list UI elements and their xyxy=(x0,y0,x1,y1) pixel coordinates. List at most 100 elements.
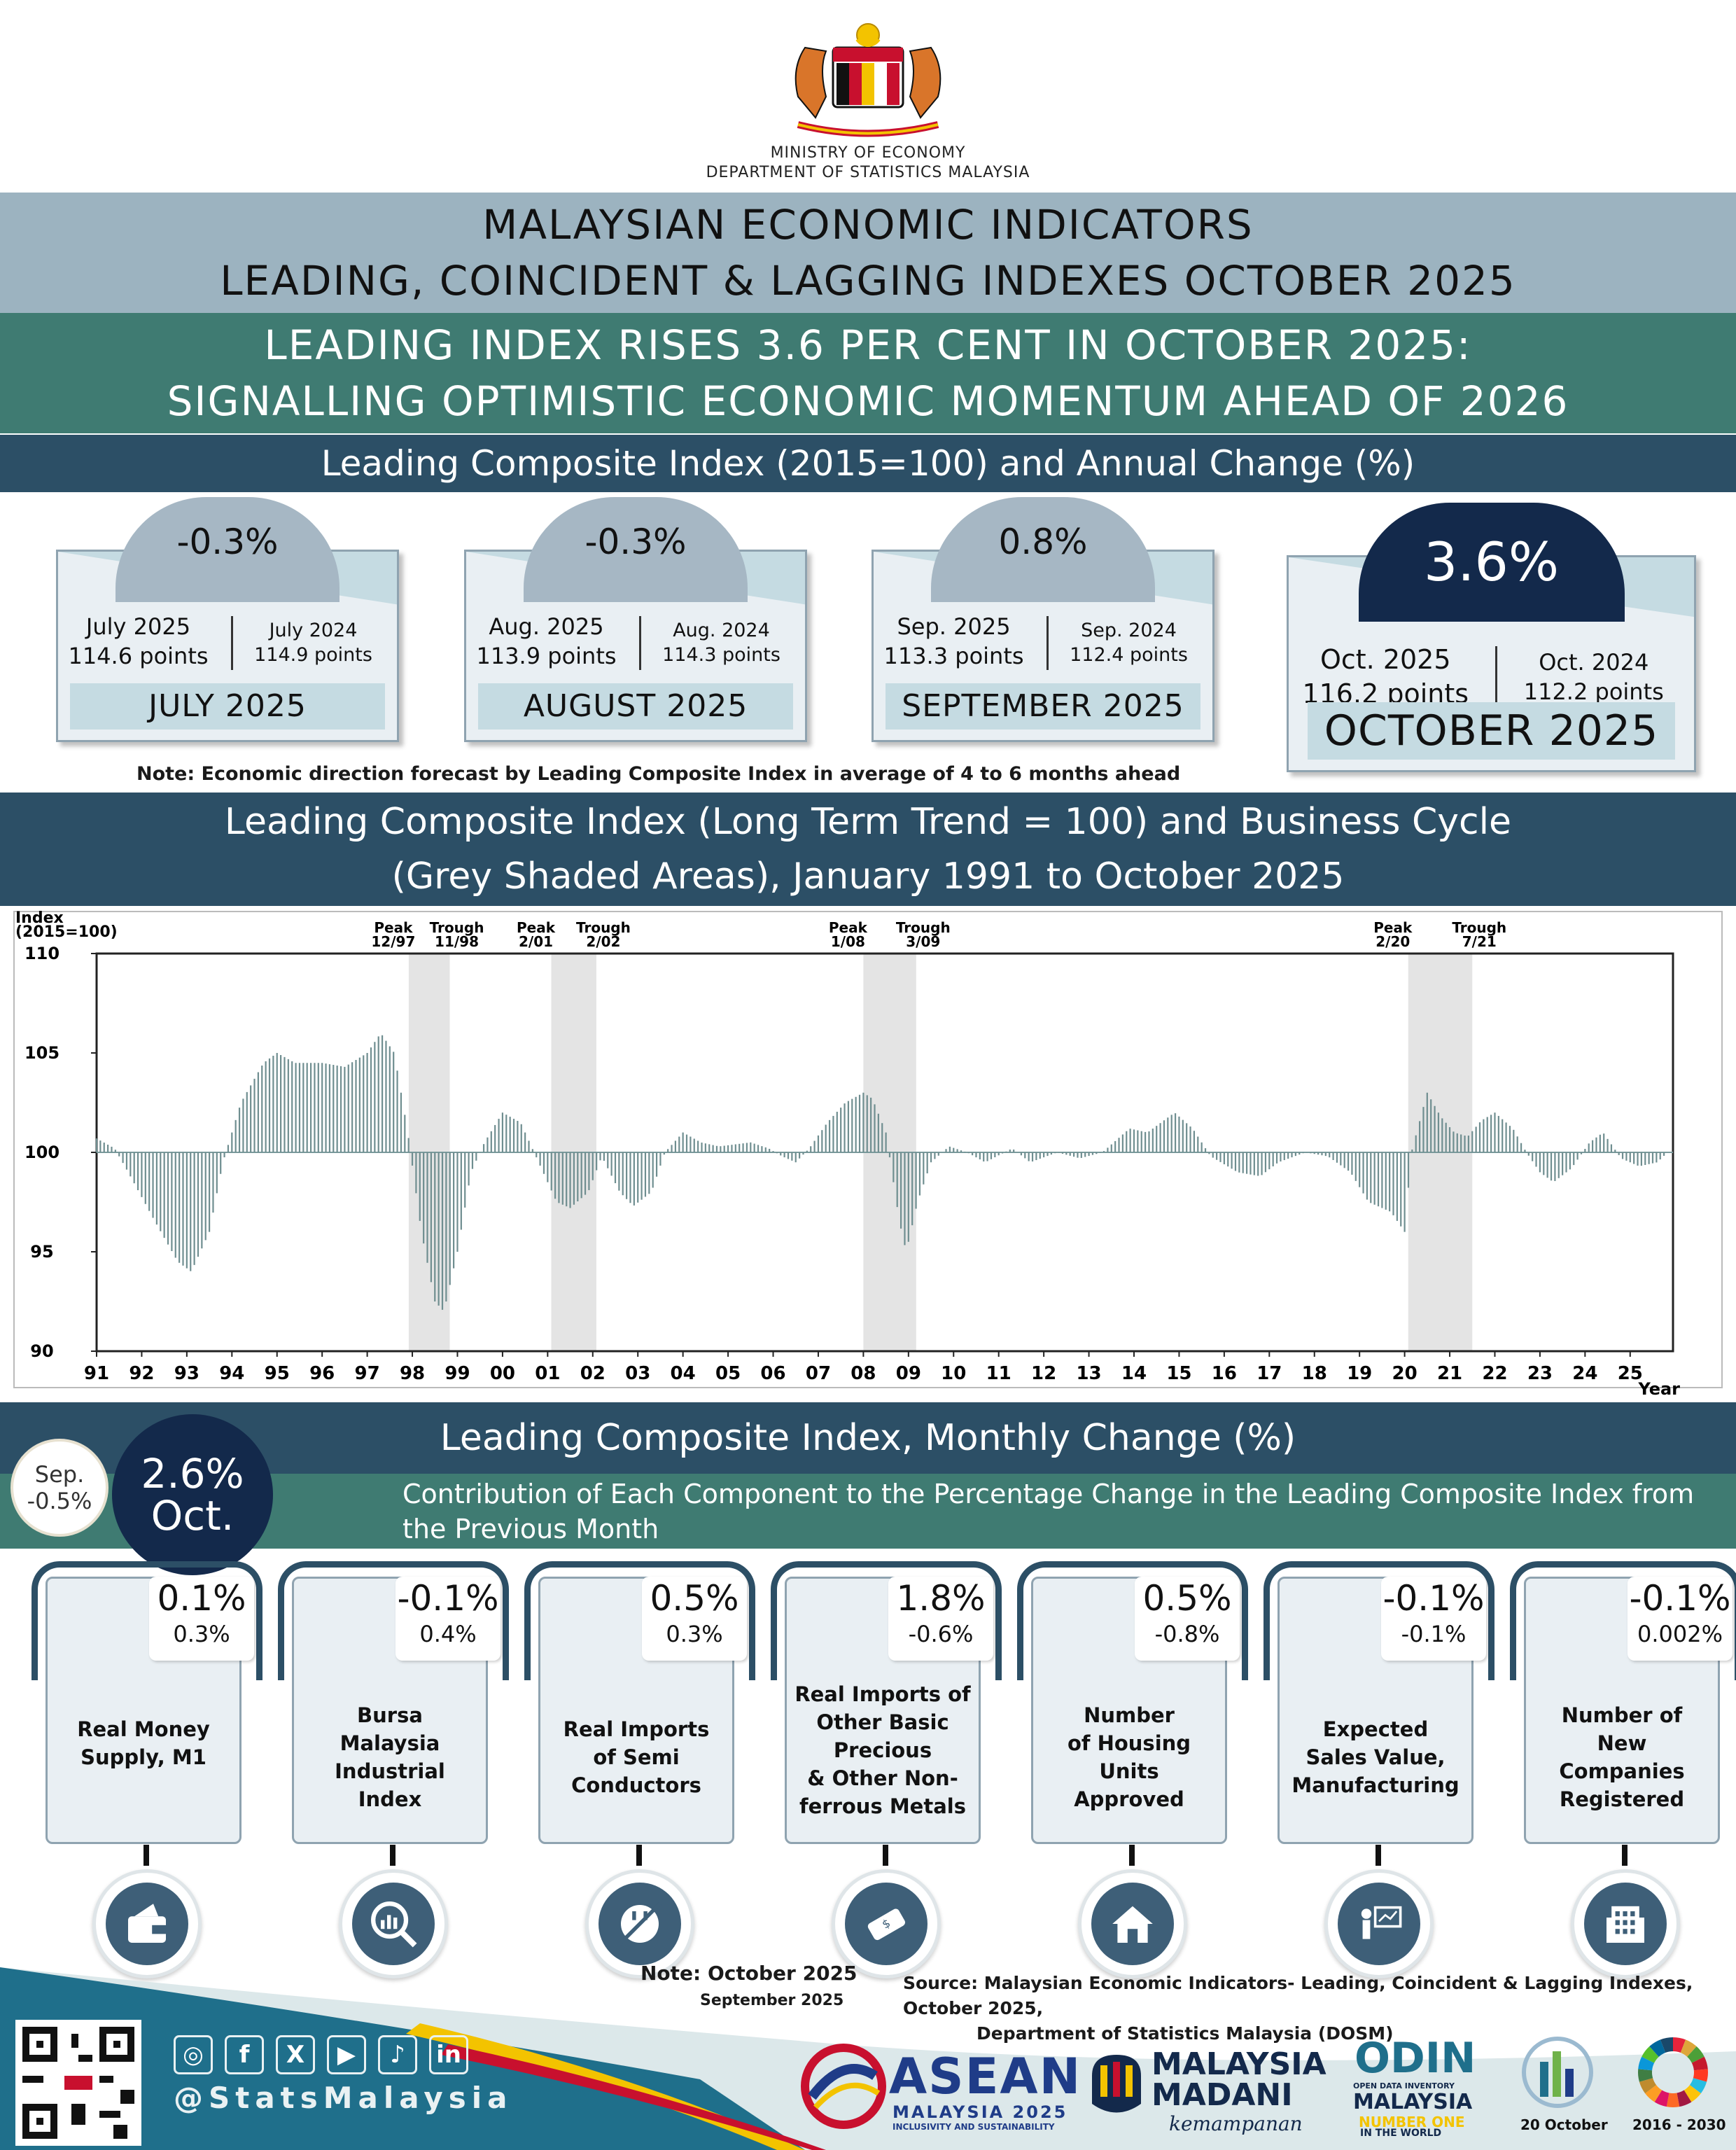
trough-date: 2/02 xyxy=(586,933,620,950)
october-contribution: -0.1% xyxy=(1382,1578,1485,1619)
instagram-icon[interactable]: ◎ xyxy=(174,2035,213,2074)
previous-year-label: July 2024 xyxy=(269,620,358,641)
sdg-years: 2016 - 2030 xyxy=(1632,2116,1726,2133)
component-frame xyxy=(771,1561,1002,1680)
peak-date: 12/97 xyxy=(371,933,415,950)
component-panel xyxy=(785,1577,981,1844)
x-tick-label: 02 xyxy=(580,1363,606,1384)
component-change-tag: -0.1% 0.4% xyxy=(396,1577,500,1661)
house-icon xyxy=(1112,1906,1153,1943)
component-name-line: Expected xyxy=(1322,1717,1429,1741)
card-month-label: JULY 2025 xyxy=(70,683,385,730)
component-name-line: Approved xyxy=(1074,1787,1184,1811)
component-change-tag: -0.1% 0.002% xyxy=(1628,1577,1732,1661)
component-frame xyxy=(1017,1561,1248,1680)
asean-wordmark: ASEAN xyxy=(889,2048,1082,2105)
x-tick-label: 22 xyxy=(1482,1363,1507,1384)
x-tick-label: 94 xyxy=(219,1363,244,1384)
title-line-1: MALAYSIAN ECONOMIC INDICATORS xyxy=(482,201,1254,249)
component-name-line: Malaysia xyxy=(340,1731,440,1755)
x-tick-label: 05 xyxy=(715,1363,741,1384)
component-name: Number of New Companies Registered xyxy=(1524,1701,1720,1813)
sdg-wheel-icon xyxy=(1638,2037,1708,2107)
odin-rank: NUMBER ONE xyxy=(1359,2114,1465,2130)
linkedin-icon[interactable]: in xyxy=(429,2035,468,2074)
connector-stem xyxy=(1129,1845,1135,1866)
asean-logo: ASEAN MALAYSIA 2025 INCLUSIVITY AND SUST… xyxy=(798,2034,1080,2139)
october-contribution: 0.1% xyxy=(157,1578,246,1619)
tiktok-icon[interactable]: ♪ xyxy=(378,2035,417,2074)
component-name-line: Number xyxy=(1084,1703,1175,1727)
trough-label: Trough xyxy=(576,919,631,936)
component-name-line: of Housing xyxy=(1067,1731,1191,1755)
component-name-line: ferrous Metals xyxy=(799,1794,966,1818)
component-name-line: Number of xyxy=(1561,1703,1683,1727)
madani-line-2: MADANI xyxy=(1152,2077,1293,2113)
previous-year-value: Aug. 2024 114.3 points xyxy=(643,618,800,667)
youtube-icon[interactable]: ▶ xyxy=(327,2035,366,2074)
component-icon-frame xyxy=(585,1869,694,1978)
monthly-section-title: Leading Composite Index, Monthly Change … xyxy=(0,1402,1736,1474)
x-tick-label: 17 xyxy=(1256,1363,1282,1384)
component-change-tag: 1.8% -0.6% xyxy=(888,1577,993,1661)
stats-day-icon xyxy=(1522,2037,1593,2108)
component-name-line: Supply, M1 xyxy=(80,1745,206,1769)
x-tick-label: 95 xyxy=(265,1363,290,1384)
annual-card-4: 3.6% Oct. 2025 116.2 points Oct. 2024 112.2 … xyxy=(1287,503,1696,772)
y-tick-label: 95 xyxy=(30,1242,53,1262)
trough-label: Trough xyxy=(430,919,484,936)
component-icon-bg xyxy=(1338,1883,1420,1965)
connector-stem xyxy=(1622,1845,1628,1866)
x-tick-label: 14 xyxy=(1121,1363,1147,1384)
x-tick-label: 04 xyxy=(671,1363,696,1384)
madani-line-1: MALAYSIA xyxy=(1152,2046,1326,2082)
y-tick-label: 105 xyxy=(24,1043,59,1063)
source-text: Source: Malaysian Economic Indicators- L… xyxy=(903,1971,1736,2046)
x-icon[interactable]: X xyxy=(276,2035,315,2074)
chart-section-title: Leading Composite Index (Long Term Trend… xyxy=(0,793,1736,906)
x-tick-label: 96 xyxy=(309,1363,335,1384)
component-card: 0.5% 0.3% Real Imports of Semi Conductors xyxy=(524,1561,755,1978)
card-divider xyxy=(639,616,641,670)
component-icon-bg xyxy=(1091,1883,1174,1965)
trough-date: 11/98 xyxy=(435,933,479,950)
component-frame xyxy=(31,1561,262,1680)
odin-country: MALAYSIA xyxy=(1353,2090,1473,2114)
component-name-line: Units xyxy=(1099,1759,1159,1783)
september-contribution: -0.6% xyxy=(908,1621,974,1647)
current-month-value: Aug. 2025 113.9 points xyxy=(464,613,629,671)
x-tick-label: 09 xyxy=(896,1363,921,1384)
card-month-label: AUGUST 2025 xyxy=(478,683,793,730)
oct-label: Oct. xyxy=(150,1492,234,1540)
x-tick-label: 92 xyxy=(129,1363,154,1384)
annual-section-title: Leading Composite Index (2015=100) and A… xyxy=(0,435,1736,492)
facebook-icon[interactable]: f xyxy=(225,2035,264,2074)
y-tick-label: 100 xyxy=(24,1143,59,1162)
september-contribution: 0.4% xyxy=(419,1621,477,1647)
september-contribution: 0.3% xyxy=(173,1621,230,1647)
card-divider xyxy=(1494,646,1497,711)
component-name-line: Industrial xyxy=(335,1759,445,1783)
previous-year-value: July 2024 114.9 points xyxy=(234,618,392,667)
x-tick-label: 20 xyxy=(1392,1363,1418,1384)
x-tick-label: 99 xyxy=(444,1363,470,1384)
peak-date: 2/01 xyxy=(519,933,553,950)
leading-index-chart: Peak12/97Trough11/98Peak2/01Trough2/02Pe… xyxy=(13,910,1723,1399)
annual-card-2: -0.3% Aug. 2025 113.9 points Aug. 2024 114.3… xyxy=(464,497,807,742)
odin-logo: ODIN OPEN DATA INVENTORY MALAYSIA NUMBER… xyxy=(1348,2034,1488,2139)
component-name-line: New xyxy=(1597,1731,1647,1755)
october-contribution: 1.8% xyxy=(896,1578,986,1619)
x-tick-label: 91 xyxy=(84,1363,109,1384)
current-month-value: Sep. 2025 113.3 points xyxy=(872,613,1036,671)
social-handle[interactable]: @StatsMalaysia xyxy=(174,2081,513,2115)
asean-sub: MALAYSIA 2025 xyxy=(892,2102,1068,2122)
component-icon-frame xyxy=(1078,1869,1187,1978)
y-tick-label: 110 xyxy=(24,944,59,963)
odin-sub: OPEN DATA INVENTORY xyxy=(1353,2081,1455,2090)
component-name-line: Companies xyxy=(1559,1759,1685,1783)
component-icon-frame xyxy=(1571,1869,1680,1978)
x-tick-label: 12 xyxy=(1031,1363,1056,1384)
qr-code[interactable] xyxy=(15,2020,141,2146)
trough-date: 7/21 xyxy=(1462,933,1497,950)
previous-year-value: Sep. 2024 112.4 points xyxy=(1050,618,1208,667)
